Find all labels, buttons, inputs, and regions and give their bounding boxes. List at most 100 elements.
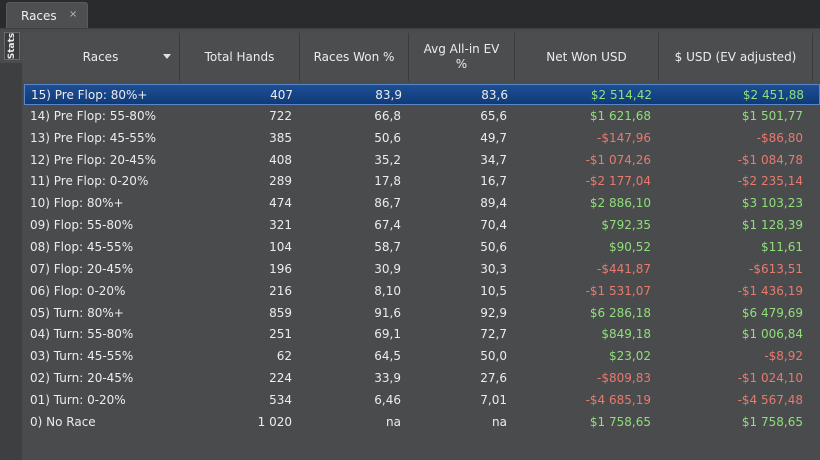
close-icon[interactable]: × [69,9,78,20]
table-row[interactable]: 03) Turn: 45-55% 62 64,5 50,0 $23,02 -$8,92 [24,346,820,367]
ev-adjusted-cell: -$1 436,19 [737,283,803,298]
net-won-cell: -$441,87 [597,261,651,276]
races-won-cell: 50,6 [374,130,401,145]
total-hands-cell: 196 [269,261,292,276]
ev-adjusted-cell: $1 501,77 [741,108,803,123]
races-won-cell: 33,9 [374,371,401,386]
total-hands-cell: 104 [269,239,292,254]
avg-ev-cell: 70,4 [480,218,507,233]
net-won-cell: $2 886,10 [589,196,651,211]
table-row[interactable]: 0) No Race 1 020 na na $1 758,65 $1 758,65 [24,412,820,433]
ev-adjusted-cell: $11,61 [761,239,803,254]
race-name-cell: 15) Pre Flop: 80%+ [31,88,148,102]
net-won-cell: -$2 177,04 [585,174,651,189]
ev-adjusted-cell: -$8,92 [764,349,803,364]
avg-ev-cell: 72,7 [480,327,507,342]
ev-adjusted-cell: $1 006,84 [741,327,803,342]
table-row[interactable]: 15) Pre Flop: 80%+ 407 83,9 83,6 $2 514,42 $2… [24,84,820,105]
total-hands-cell: 385 [269,130,292,145]
tab-bar: Races × [0,0,820,29]
races-won-cell: 67,4 [374,218,401,233]
table-row[interactable]: 08) Flop: 45-55% 104 58,7 50,6 $90,52 $11,61 [24,237,820,258]
net-won-cell: $23,02 [609,349,651,364]
ev-adjusted-cell: $2 451,88 [742,88,804,102]
race-name-cell: 03) Turn: 45-55% [30,349,134,364]
net-won-cell: -$1 531,07 [585,283,651,298]
races-won-cell: 83,9 [375,88,402,102]
total-hands-cell: 1 020 [257,414,292,429]
avg-ev-cell: 10,5 [480,283,507,298]
total-hands-cell: 321 [269,218,292,233]
table-header: Races Total Hands Races Won % Avg All-in… [22,33,820,81]
stats-side-label: Stats [7,32,17,60]
net-won-cell: $1 758,65 [589,414,651,429]
net-won-cell: -$809,83 [597,371,651,386]
net-won-cell: $2 514,42 [590,88,652,102]
ev-adjusted-cell: -$4 567,48 [737,392,803,407]
col-header-label: Total Hands [204,49,275,64]
ev-adjusted-cell: -$1 084,78 [737,152,803,167]
total-hands-cell: 408 [269,152,292,167]
races-won-cell: 35,2 [374,152,401,167]
races-won-cell: na [386,414,401,429]
stats-side-button[interactable]: Stats [4,32,20,60]
table-row[interactable]: 01) Turn: 0-20% 534 6,46 7,01 -$4 685,19 -$4 … [24,390,820,411]
table-row[interactable]: 13) Pre Flop: 45-55% 385 50,6 49,7 -$147,96 -… [24,128,820,149]
chevron-down-icon[interactable] [163,54,171,59]
ev-adjusted-cell: -$613,51 [749,261,803,276]
ev-adjusted-cell: $6 479,69 [741,305,803,320]
table-row[interactable]: 11) Pre Flop: 0-20% 289 17,8 16,7 -$2 177,04… [24,171,820,192]
avg-ev-cell: 65,6 [480,108,507,123]
race-name-cell: 13) Pre Flop: 45-55% [30,130,156,145]
col-header-total-hands[interactable]: Total Hands [180,33,300,81]
total-hands-cell: 289 [269,174,292,189]
table-row[interactable]: 05) Turn: 80%+ 859 91,6 92,9 $6 286,18 $6 479… [24,303,820,324]
race-name-cell: 09) Flop: 55-80% [30,218,134,233]
net-won-cell: -$4 685,19 [585,392,651,407]
race-name-cell: 0) No Race [30,414,96,429]
avg-ev-cell: 34,7 [480,152,507,167]
ev-adjusted-cell: -$2 235,14 [737,174,803,189]
table-row[interactable]: 12) Pre Flop: 20-45% 408 35,2 34,7 -$1 074,2… [24,150,820,171]
col-header-label: $ USD (EV adjusted) [674,49,797,64]
races-won-cell: 8,10 [374,283,401,298]
table-row[interactable]: 04) Turn: 55-80% 251 69,1 72,7 $849,18 $1 006… [24,324,820,345]
race-name-cell: 11) Pre Flop: 0-20% [30,174,149,189]
avg-ev-cell: 30,3 [480,261,507,276]
table-row[interactable]: 10) Flop: 80%+ 474 86,7 89,4 $2 886,10 $3 103… [24,193,820,214]
avg-ev-cell: 50,0 [480,349,507,364]
col-header-avg-ev[interactable]: Avg All-in EV % [409,33,515,81]
races-won-cell: 86,7 [374,196,401,211]
net-won-cell: -$147,96 [597,130,651,145]
table-row[interactable]: 06) Flop: 0-20% 216 8,10 10,5 -$1 531,07 -$1 … [24,281,820,302]
race-name-cell: 07) Flop: 20-45% [30,261,134,276]
tab-races[interactable]: Races × [6,2,88,28]
table-row[interactable]: 09) Flop: 55-80% 321 67,4 70,4 $792,35 $1 128… [24,215,820,236]
race-name-cell: 10) Flop: 80%+ [30,196,124,211]
left-strip [0,63,22,460]
table-row[interactable]: 07) Flop: 20-45% 196 30,9 30,3 -$441,87 -$613… [24,259,820,280]
total-hands-cell: 216 [269,283,292,298]
stats-panel: Stats Races Total Hands Races Won % Avg … [0,29,820,460]
ev-adjusted-cell: $3 103,23 [741,196,803,211]
total-hands-cell: 474 [269,196,292,211]
race-name-cell: 02) Turn: 20-45% [30,371,134,386]
net-won-cell: $849,18 [601,327,651,342]
table-row[interactable]: 02) Turn: 20-45% 224 33,9 27,6 -$809,83 -$1 0… [24,368,820,389]
race-name-cell: 05) Turn: 80%+ [30,305,124,320]
avg-ev-cell: 92,9 [480,305,507,320]
col-header-races-won[interactable]: Races Won % [300,33,409,81]
avg-ev-cell: 49,7 [480,130,507,145]
col-header-net-won[interactable]: Net Won USD [515,33,659,81]
races-won-cell: 66,8 [374,108,401,123]
table-row[interactable]: 14) Pre Flop: 55-80% 722 66,8 65,6 $1 621,68… [24,106,820,127]
avg-ev-cell: na [492,414,507,429]
ev-adjusted-cell: $1 128,39 [741,218,803,233]
col-header-ev-adjusted[interactable]: $ USD (EV adjusted) [659,33,813,81]
col-header-races[interactable]: Races [22,33,180,81]
col-header-label: Net Won USD [546,49,627,64]
ev-adjusted-cell: -$1 024,10 [737,371,803,386]
avg-ev-cell: 16,7 [480,174,507,189]
avg-ev-cell: 50,6 [480,239,507,254]
avg-ev-cell: 27,6 [480,371,507,386]
